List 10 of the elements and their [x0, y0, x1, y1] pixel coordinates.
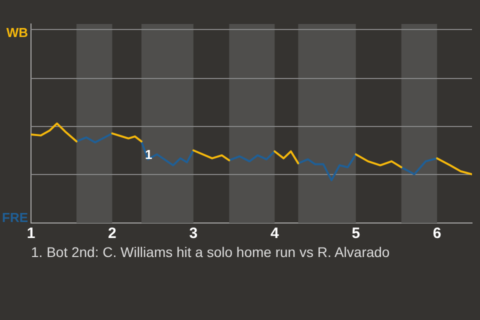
x-tick-label: 2 [108, 225, 116, 242]
x-tick-label: 3 [189, 225, 198, 242]
annotation: 1 [144, 146, 152, 162]
text: 1. Bot 2nd: C. Williams hit a solo home run vs R. Alvarado [31, 244, 391, 260]
text: FRE [2, 210, 28, 226]
x-tick-label: 5 [352, 225, 360, 242]
text: WB [6, 25, 28, 40]
x-tick-label: 1 [26, 225, 36, 242]
x-tick-label: 6 [432, 225, 442, 242]
x-tick-label: 4 [270, 225, 280, 242]
